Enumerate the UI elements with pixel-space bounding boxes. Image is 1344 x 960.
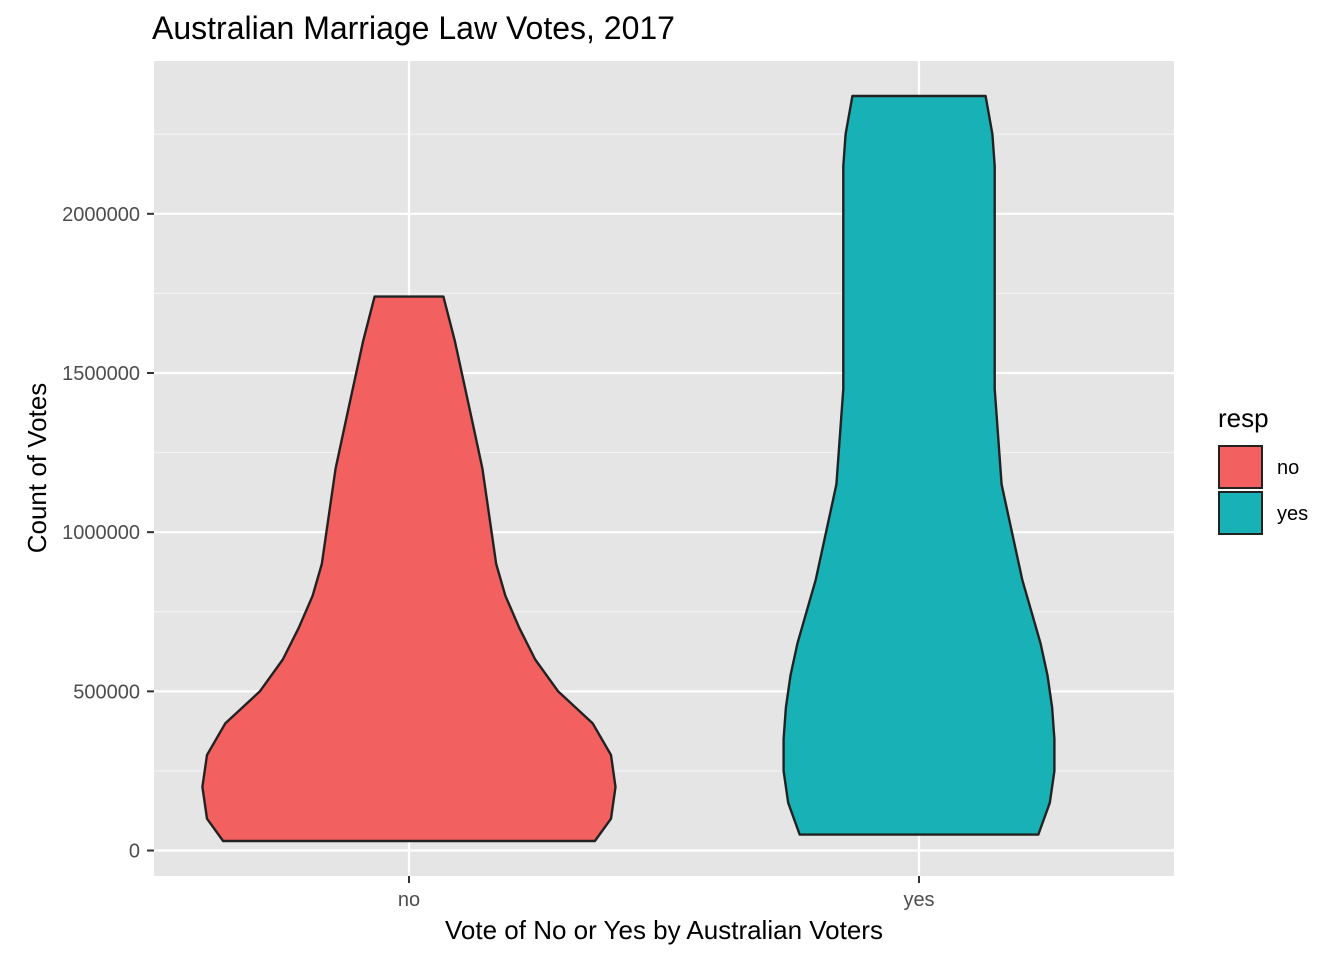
legend-title: resp [1218,403,1269,433]
y-axis-title: Count of Votes [22,383,52,554]
violins [201,94,1056,843]
legend-key-no [1218,445,1263,489]
plot-area [154,61,1174,876]
legend-label: no [1277,457,1299,479]
violin-no [201,295,617,843]
y-tick-label: 2000000 [62,204,140,226]
y-tick-label: 1000000 [62,522,140,544]
x-axis-title: Vote of No or Yes by Australian Voters [445,915,883,945]
legend-key-yes [1218,491,1263,535]
y-tick-label: 500000 [73,681,140,703]
x-tick-label: yes [903,889,934,911]
x-tick-label: no [398,889,420,911]
legend-label: yes [1277,503,1308,525]
y-tick-label: 0 [129,841,140,863]
y-axis: 0 500000 1000000 1500000 2000000 [62,204,154,863]
x-axis: no yes [398,876,935,911]
chart-title: Australian Marriage Law Votes, 2017 [152,10,675,46]
violin-yes [782,94,1056,836]
y-tick-label: 1500000 [62,363,140,385]
legend: resp no yes [1218,403,1308,535]
